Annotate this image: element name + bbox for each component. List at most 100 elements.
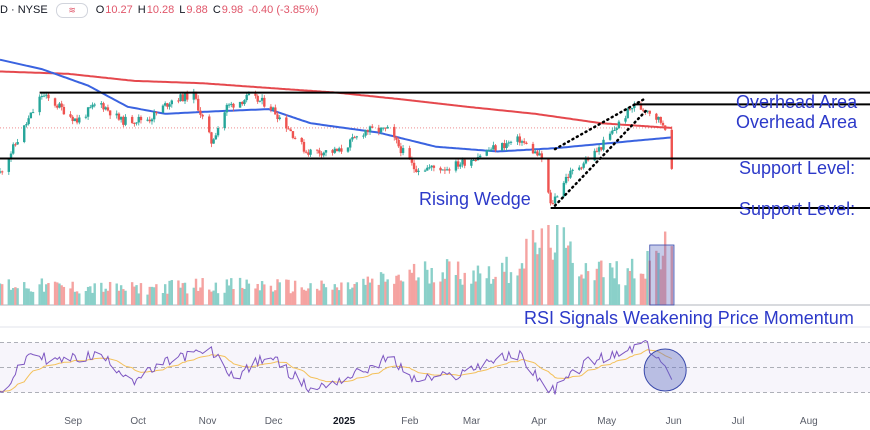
candle-body <box>254 93 257 96</box>
candle-body <box>430 165 433 168</box>
candle-body <box>16 142 19 145</box>
wave-icon[interactable]: ≋ <box>55 2 88 18</box>
volume-bar <box>124 290 127 305</box>
volume-bar <box>214 282 218 305</box>
volume-bar <box>177 280 180 305</box>
volume-bar <box>371 278 374 305</box>
candle-body <box>31 112 35 114</box>
candle-body <box>14 144 17 146</box>
candle-body <box>84 116 88 118</box>
volume-bar <box>324 287 328 305</box>
candle-body <box>115 113 118 116</box>
volume-bar <box>663 231 667 305</box>
volume-bar <box>78 293 81 305</box>
candle-body <box>335 148 339 152</box>
volume-bar <box>254 288 257 305</box>
volume-bar <box>377 284 381 305</box>
candle-body <box>333 148 336 153</box>
volume-bar <box>567 245 570 305</box>
candle-body <box>119 116 123 120</box>
candle-body <box>60 103 63 107</box>
volume-bar <box>271 291 275 305</box>
candle-body <box>600 147 603 150</box>
volume-bar <box>300 287 303 305</box>
volume-bar <box>536 254 539 305</box>
candle-body <box>584 159 588 164</box>
candle-body <box>459 164 462 167</box>
volume-bar <box>318 290 321 305</box>
rising-wedge-label: Rising Wedge <box>419 189 531 209</box>
volume-bar <box>520 263 524 305</box>
candle-body <box>549 192 552 204</box>
candle-body <box>210 132 213 144</box>
candle-body <box>186 92 189 100</box>
candle-body <box>571 169 574 171</box>
candle-body <box>423 170 427 172</box>
volume-bar <box>659 269 662 305</box>
candle-body <box>201 114 204 117</box>
volume-bar <box>459 279 462 305</box>
candle-body <box>135 122 138 124</box>
candle-body <box>7 158 11 172</box>
volume-bar <box>401 281 405 305</box>
volume-bar <box>192 287 196 305</box>
volume-bar <box>42 291 46 305</box>
volume-bar <box>534 242 537 305</box>
rsi-group <box>0 340 687 395</box>
candle-body <box>624 118 627 122</box>
candle-body <box>551 203 555 205</box>
candle-body <box>439 167 442 171</box>
candle-body <box>567 176 570 178</box>
volume-bar <box>613 278 616 305</box>
candle-body <box>520 141 524 143</box>
ma200-line-group <box>0 70 672 129</box>
volume-bar <box>210 291 213 305</box>
volume-bar <box>353 283 356 305</box>
candle-body <box>582 163 585 168</box>
volume-bar <box>525 238 528 305</box>
volume-bar <box>408 269 411 305</box>
volume-bar <box>150 286 154 305</box>
candle-body <box>525 142 528 144</box>
wedge-lower-line <box>553 107 649 207</box>
volume-bar <box>278 282 281 305</box>
candle-body <box>639 104 643 110</box>
ma50-line <box>0 58 672 153</box>
symbol-name: D · NYSE <box>0 4 48 16</box>
candle-body <box>260 97 264 101</box>
volume-bar <box>201 278 204 305</box>
volume-bar <box>197 290 200 305</box>
volume-bar <box>615 261 618 305</box>
volume-bar <box>166 293 169 305</box>
candle-body <box>615 128 618 130</box>
candle-body <box>53 98 57 106</box>
candle-body <box>243 100 246 105</box>
volume-bar <box>1 284 4 305</box>
candle-body <box>137 116 140 123</box>
candle-body <box>69 114 72 117</box>
candle-body <box>569 170 572 178</box>
volume-bar <box>518 268 521 305</box>
candle-body <box>318 150 321 154</box>
candle-body <box>494 145 497 151</box>
volume-bar <box>463 272 466 305</box>
volume-bar <box>9 289 13 305</box>
volume-bar <box>71 281 74 305</box>
volume-bar <box>247 283 251 305</box>
candle-body <box>355 136 359 138</box>
volume-bar <box>657 252 660 305</box>
volume-bar <box>93 283 96 305</box>
volume-bar <box>108 281 112 305</box>
volume-bar <box>461 284 464 305</box>
symbol-header: D · NYSE ≋ O 10.27 H 10.28 L 9.88 C 9.98… <box>0 2 319 18</box>
candle-body <box>40 96 44 98</box>
candle-body <box>562 182 566 197</box>
volume-bar <box>309 283 312 305</box>
x-tick-label: May <box>597 416 617 427</box>
candle-body <box>454 161 458 171</box>
candle-body <box>304 151 308 153</box>
low-label: L <box>179 4 186 16</box>
change-value: -0.40 (-3.85%) <box>248 4 319 16</box>
high-label: H <box>137 4 146 16</box>
candle-body <box>324 150 328 153</box>
